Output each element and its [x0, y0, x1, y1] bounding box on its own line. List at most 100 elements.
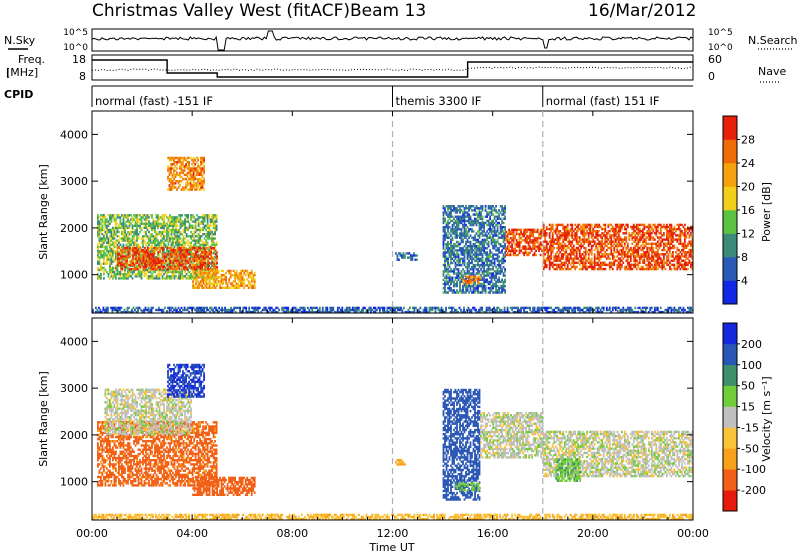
power-cell [454, 276, 457, 279]
power-cell [176, 277, 179, 280]
power-cell [317, 310, 320, 314]
power-cell [447, 272, 449, 275]
power-cell [133, 237, 135, 240]
power-cell [472, 270, 475, 273]
power-cell [163, 230, 165, 234]
power-cell [164, 214, 167, 217]
power-cell [150, 259, 152, 262]
power-cell [532, 253, 534, 257]
power-cell [169, 237, 171, 240]
power-cell [104, 308, 106, 312]
power-cell [197, 220, 200, 223]
power-cell [504, 284, 506, 288]
power-cell [147, 251, 149, 254]
power-cell [468, 221, 470, 225]
power-cell [139, 268, 141, 272]
power-cell [253, 282, 256, 285]
power-cell [171, 248, 173, 252]
power-cell [173, 161, 175, 164]
power-cell [201, 284, 203, 287]
power-cell [324, 310, 327, 314]
power-cell [153, 253, 155, 256]
power-cell [122, 239, 125, 242]
power-cell [201, 267, 203, 271]
power-cell [132, 306, 135, 310]
power-cell [226, 282, 229, 285]
power-cell [590, 306, 593, 310]
power-cell [490, 278, 493, 281]
power-cell [459, 280, 461, 284]
power-cell [496, 238, 499, 242]
power-cell [467, 275, 469, 278]
power-cell [115, 245, 117, 249]
cpid-label: CPID [4, 88, 33, 101]
power-cell [156, 257, 158, 260]
power-cell [466, 213, 469, 216]
power-cell [523, 228, 525, 231]
power-cell [559, 230, 562, 233]
power-cell [200, 182, 202, 185]
power-cell [180, 255, 182, 258]
power-cell [480, 240, 482, 244]
power-cell [169, 251, 172, 254]
power-cell [110, 247, 113, 251]
power-cell [502, 255, 505, 258]
power-cell [186, 184, 189, 187]
power-cell [370, 310, 372, 314]
power-cell [175, 275, 177, 278]
power-cell [483, 268, 485, 271]
power-cell [101, 243, 104, 246]
power-cell [210, 246, 212, 250]
power-cell [157, 226, 159, 230]
power-cell [170, 230, 173, 234]
power-cell [568, 306, 571, 310]
power-cell [194, 158, 196, 162]
power-cell [124, 216, 126, 219]
power-cell [553, 230, 556, 233]
power-cell [123, 263, 125, 267]
power-cell [175, 270, 177, 274]
power-cell [379, 308, 381, 312]
power-cell [451, 223, 454, 227]
power-cell [504, 247, 506, 250]
power-cell [195, 184, 198, 187]
power-cell [468, 245, 470, 248]
power-cell [125, 220, 128, 223]
power-cell [456, 230, 458, 233]
power-cell [394, 308, 396, 312]
power-cell [487, 280, 490, 284]
power-cell [182, 262, 185, 265]
power-cell [203, 167, 205, 170]
power-cell [128, 273, 131, 276]
power-cell [157, 263, 160, 267]
power-cell [149, 277, 152, 280]
power-cell [151, 216, 153, 219]
power-cell [101, 237, 104, 240]
power-cell [589, 310, 592, 314]
power-cell [103, 270, 105, 274]
power-cell [459, 205, 461, 208]
power-cell [483, 263, 485, 267]
power-cell [212, 214, 215, 217]
power-cell [457, 278, 460, 281]
power-cell [105, 310, 108, 314]
power-cell [456, 249, 458, 252]
power-cell [177, 156, 180, 160]
power-cell [101, 226, 104, 230]
power-cell [248, 308, 251, 312]
power-cell [477, 213, 479, 216]
power-cell [186, 173, 189, 177]
power-cell [493, 209, 496, 212]
power-cell [535, 245, 537, 248]
power-cell [560, 310, 563, 314]
power-cell [187, 235, 189, 238]
power-cell [451, 253, 454, 256]
power-cell [444, 211, 446, 214]
power-cell [559, 242, 562, 245]
power-cell [508, 310, 510, 314]
power-cell [492, 236, 494, 239]
power-cell [193, 233, 195, 236]
power-cell [472, 272, 475, 275]
power-cell [152, 220, 155, 223]
power-cell [214, 230, 216, 234]
